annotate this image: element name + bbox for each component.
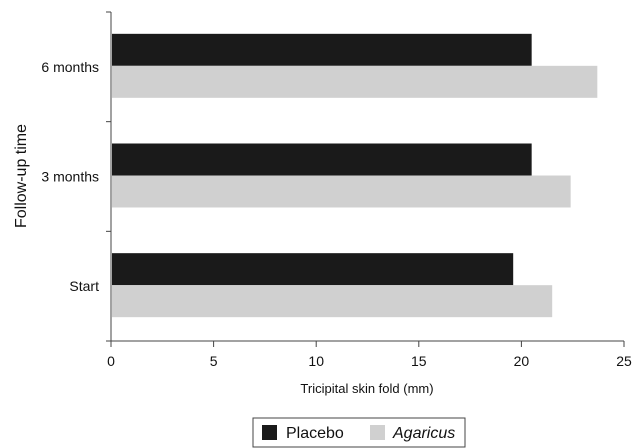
legend-swatch-placebo [262,425,277,440]
x-axis-title: Tricipital skin fold (mm) [300,381,433,396]
bar-placebo-6-months [112,33,532,66]
legend-border [252,417,466,448]
bar-placebo-start [112,253,514,286]
axes-layer [110,12,624,342]
y-tick-label: Start [69,278,99,294]
bar-agaricus-3-months [112,175,571,208]
x-tick-label: 15 [411,353,427,369]
x-tick-label: 25 [616,353,632,369]
bar-agaricus-start [112,285,553,318]
bar-placebo-3-months [112,143,532,176]
y-ticks: Start 3 months 6 months [41,11,111,342]
legend-label-agaricus: Agaricus [392,425,455,442]
y-tick-label: 3 months [41,169,99,185]
legend-swatch-agaricus [370,425,385,440]
x-tick-label: 10 [308,353,324,369]
bars-layer [112,33,598,318]
y-axis-title: Follow-up time [13,124,30,228]
legend-label-placebo: Placebo [286,425,344,442]
x-tick-label: 20 [514,353,530,369]
x-ticks: 0 5 10 15 20 25 [107,341,632,369]
y-tick-label: 6 months [41,59,99,75]
x-tick-label: 0 [107,353,115,369]
x-tick-label: 5 [210,353,218,369]
bar-agaricus-6-months [112,65,598,98]
legend: Placebo Agaricus [252,417,466,448]
